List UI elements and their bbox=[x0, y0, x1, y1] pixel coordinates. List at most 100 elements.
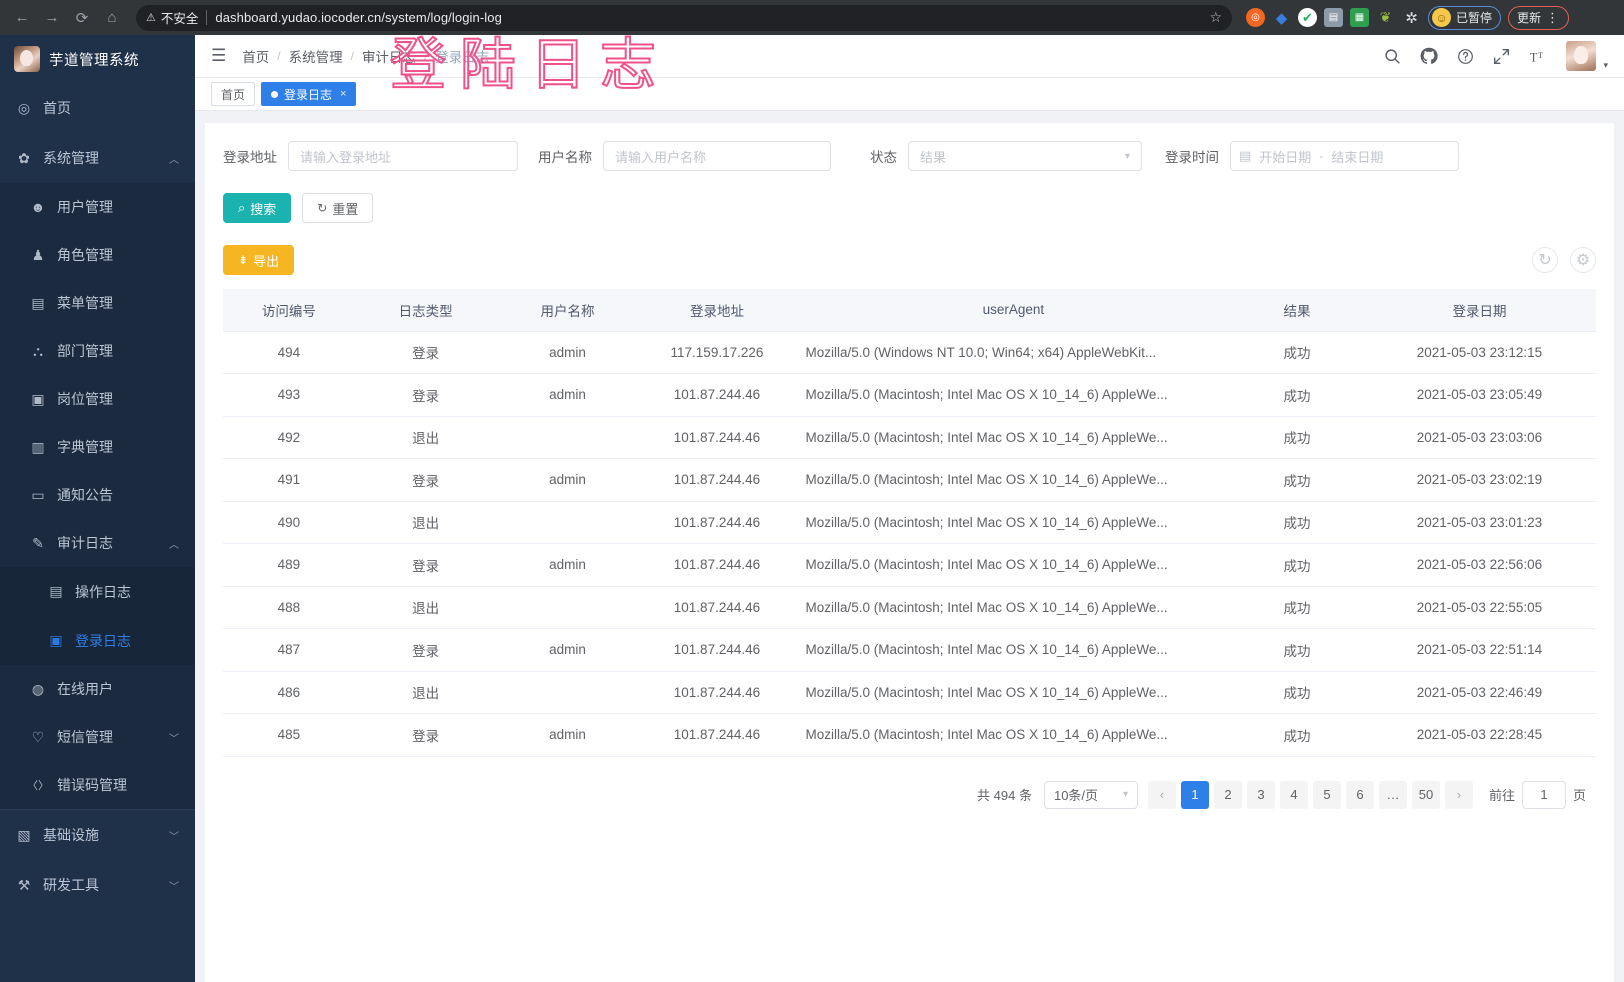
blue-doc-extension-icon[interactable]: ▤ bbox=[1324, 8, 1343, 27]
goto-page: 前往 1 页 bbox=[1489, 780, 1586, 809]
table-row[interactable]: 493 登录 admin 101.87.244.46 Mozilla/5.0 (Maci… bbox=[223, 373, 1596, 417]
sidebar-item-menu-mgmt[interactable]: ▤ 菜单管理 bbox=[0, 279, 195, 327]
page-button-3[interactable]: 3 bbox=[1246, 780, 1275, 809]
sidebar-item-error-code[interactable]: 〈〉 错误码管理 bbox=[0, 761, 195, 809]
menu-kebab-icon[interactable]: ⋮ bbox=[1546, 9, 1561, 25]
column-settings-icon[interactable]: ⚙ bbox=[1570, 247, 1596, 273]
chevron-down-icon[interactable]: ▾ bbox=[1603, 60, 1608, 70]
cell-date: 2021-05-03 23:03:06 bbox=[1362, 416, 1596, 459]
brand[interactable]: 芋道管理系统 bbox=[0, 35, 195, 83]
page-button-50[interactable]: 50 bbox=[1411, 780, 1440, 809]
sidebar-item-post-mgmt[interactable]: ▣ 岗位管理 bbox=[0, 375, 195, 423]
bookmark-star-icon[interactable]: ☆ bbox=[1209, 9, 1222, 25]
chevron-up-icon: ︿ bbox=[169, 539, 179, 551]
sidebar-item-dev-tools[interactable]: ⚒ 研发工具 ﹀ bbox=[0, 860, 195, 910]
pagination: 共 494 条 10条/页 ▾ ‹ 1 2 3 4 5 6 … 50 bbox=[215, 757, 1604, 809]
blue-diamond-extension-icon[interactable]: ◆ bbox=[1275, 9, 1288, 27]
tag-home[interactable]: 首页 bbox=[211, 82, 256, 106]
reset-button[interactable]: ↻ 重置 bbox=[302, 193, 374, 223]
sidebar-item-dictionary-mgmt[interactable]: ▥ 字典管理 bbox=[0, 423, 195, 471]
home-icon[interactable]: ⌂ bbox=[107, 9, 117, 26]
login-time-daterange[interactable]: ▤ 开始日期 - 结束日期 bbox=[1230, 141, 1459, 171]
sidebar-item-infrastructure[interactable]: ▧ 基础设施 ﹀ bbox=[0, 810, 195, 860]
on-badge-extension-icon[interactable]: ▦ bbox=[1350, 8, 1369, 27]
export-button[interactable]: ⇟ 导出 bbox=[223, 245, 295, 275]
cell-date: 2021-05-03 22:56:06 bbox=[1362, 543, 1596, 587]
active-dot-icon bbox=[271, 90, 279, 98]
next-page-button[interactable]: › bbox=[1444, 780, 1473, 809]
page-size-select[interactable]: 10条/页 ▾ bbox=[1043, 780, 1138, 809]
page-button-6[interactable]: 6 bbox=[1345, 780, 1374, 809]
avatar[interactable] bbox=[1566, 41, 1597, 71]
content-card: 登录地址 请输入登录地址 用户名称 请输入用户名称 状态 结果 ▾ bbox=[205, 123, 1614, 982]
cell-username bbox=[496, 416, 639, 459]
search-button[interactable]: ⌕ 搜索 bbox=[223, 193, 292, 223]
username-input[interactable]: 请输入用户名称 bbox=[603, 141, 831, 171]
orange-ring-extension-icon[interactable]: ◎ bbox=[1246, 8, 1265, 27]
help-icon[interactable] bbox=[1457, 48, 1474, 65]
table-row[interactable]: 490 退出 101.87.244.46 Mozilla/5.0 (Macintosh… bbox=[223, 501, 1596, 544]
sidebar-item-online-user[interactable]: ◍ 在线用户 bbox=[0, 665, 195, 713]
close-icon[interactable]: × bbox=[340, 88, 347, 100]
leaf-extension-icon[interactable]: ❦ bbox=[1379, 9, 1392, 25]
sidebar-item-user-mgmt[interactable]: ☻ 用户管理 bbox=[0, 183, 195, 231]
table-row[interactable]: 489 登录 admin 101.87.244.46 Mozilla/5.0 (Maci… bbox=[223, 543, 1596, 587]
page-button-4[interactable]: 4 bbox=[1279, 780, 1308, 809]
breadcrumb-item-system[interactable]: 系统管理 bbox=[288, 50, 343, 65]
breadcrumb-item-audit-log[interactable]: 审计日志 bbox=[361, 50, 416, 65]
green-check-extension-icon[interactable]: ✔ bbox=[1298, 8, 1317, 27]
table-row[interactable]: 487 登录 admin 101.87.244.46 Mozilla/5.0 (Maci… bbox=[223, 628, 1596, 672]
github-icon[interactable] bbox=[1420, 47, 1439, 65]
forward-icon[interactable]: → bbox=[44, 9, 60, 26]
paused-status-pill[interactable]: ☺ 已暂停 bbox=[1428, 5, 1502, 30]
sidebar-item-home[interactable]: ◎ 首页 bbox=[0, 83, 195, 133]
address-bar[interactable]: ⚠ 不安全 dashboard.yudao.iocoder.cn/system/… bbox=[136, 4, 1232, 31]
table-row[interactable]: 486 退出 101.87.244.46 Mozilla/5.0 (Macintosh… bbox=[223, 671, 1596, 714]
refresh-icon[interactable]: ↻ bbox=[1532, 247, 1558, 273]
cell-username bbox=[496, 671, 639, 714]
cell-id: 488 bbox=[223, 586, 355, 629]
sidebar-item-label: 角色管理 bbox=[57, 247, 113, 263]
cell-username bbox=[496, 501, 639, 544]
column-header-id: 访问编号 bbox=[223, 289, 355, 332]
sidebar-item-login-log[interactable]: ▣ 登录日志 bbox=[0, 616, 195, 665]
sidebar-item-audit-log[interactable]: ✎ 审计日志 ︿ bbox=[0, 519, 195, 567]
sidebar-item-system[interactable]: ✿ 系统管理 ︿ bbox=[0, 133, 195, 183]
prev-page-button[interactable]: ‹ bbox=[1147, 780, 1176, 809]
end-date-input[interactable]: 结束日期 bbox=[1331, 149, 1384, 165]
fullscreen-icon[interactable] bbox=[1493, 48, 1510, 65]
hamburger-icon[interactable]: ☰ bbox=[211, 46, 227, 65]
page-button-5[interactable]: 5 bbox=[1312, 780, 1341, 809]
sidebar-item-sms-mgmt[interactable]: ♡ 短信管理 ﹀ bbox=[0, 713, 195, 761]
sidebar-item-role-mgmt[interactable]: ♟ 角色管理 bbox=[0, 231, 195, 279]
table-row[interactable]: 488 退出 101.87.244.46 Mozilla/5.0 (Macintosh… bbox=[223, 586, 1596, 629]
cell-useragent: Mozilla/5.0 (Macintosh; Intel Mac OS X 1… bbox=[795, 373, 1232, 417]
table-row[interactable]: 494 登录 admin 117.159.17.226 Mozilla/5.0 (Win… bbox=[223, 331, 1596, 374]
menu-icon: ▤ bbox=[31, 294, 45, 311]
chevron-down-icon: ▾ bbox=[1124, 150, 1130, 162]
reset-button-label: 重置 bbox=[332, 201, 359, 217]
login-address-input[interactable]: 请输入登录地址 bbox=[288, 141, 518, 171]
sidebar-item-operation-log[interactable]: ▤ 操作日志 bbox=[0, 567, 195, 616]
status-select[interactable]: 结果 ▾ bbox=[908, 141, 1142, 171]
start-date-input[interactable]: 开始日期 bbox=[1259, 149, 1312, 165]
goto-page-input[interactable]: 1 bbox=[1521, 780, 1566, 809]
table-row[interactable]: 485 登录 admin 101.87.244.46 Mozilla/5.0 (Maci… bbox=[223, 713, 1596, 757]
tag-login-log[interactable]: 登录日志 × bbox=[261, 82, 357, 106]
sidebar-item-department-mgmt[interactable]: ⛬ 部门管理 bbox=[0, 327, 195, 375]
sidebar-item-notice[interactable]: ▭ 通知公告 bbox=[0, 471, 195, 519]
page-ellipsis[interactable]: … bbox=[1378, 780, 1407, 809]
puzzle-extension-icon[interactable]: ✲ bbox=[1405, 9, 1418, 27]
reload-icon[interactable]: ⟳ bbox=[75, 9, 89, 27]
search-icon[interactable] bbox=[1384, 48, 1401, 65]
table-row[interactable]: 492 退出 101.87.244.46 Mozilla/5.0 (Macintosh… bbox=[223, 416, 1596, 459]
table-row[interactable]: 491 登录 admin 101.87.244.46 Mozilla/5.0 (Maci… bbox=[223, 458, 1596, 502]
cell-type: 退出 bbox=[354, 671, 497, 714]
page-button-2[interactable]: 2 bbox=[1213, 780, 1242, 809]
page-button-1[interactable]: 1 bbox=[1180, 780, 1209, 809]
sidebar-item-label: 首页 bbox=[43, 100, 71, 116]
breadcrumb-item-home[interactable]: 首页 bbox=[242, 50, 270, 65]
back-icon[interactable]: ← bbox=[14, 9, 30, 26]
update-button[interactable]: 更新 ⋮ bbox=[1508, 5, 1570, 30]
